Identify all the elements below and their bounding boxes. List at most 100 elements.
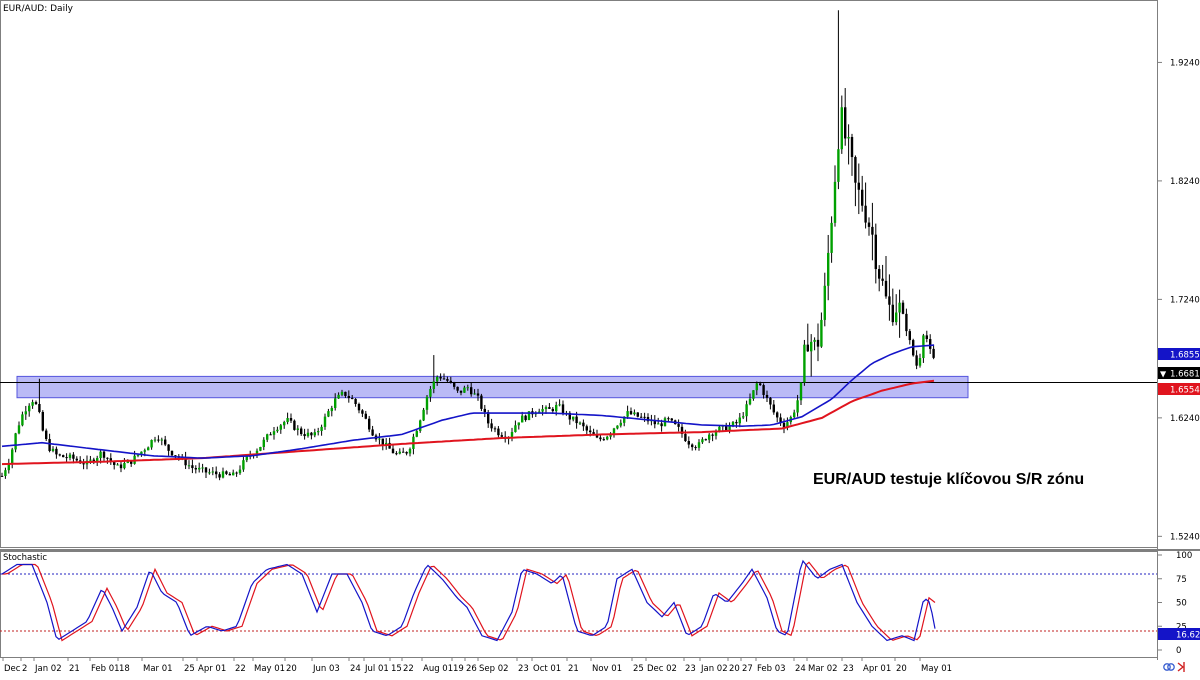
x-tick-label: Mar 02: [808, 664, 838, 674]
candle-body: [4, 470, 7, 476]
candle-body: [820, 319, 823, 347]
candle-body: [782, 422, 786, 428]
candle-body: [687, 441, 690, 445]
candle-body: [612, 428, 616, 434]
scroll-right-icon[interactable]: [1177, 662, 1185, 672]
x-tick-label: Feb 01: [91, 664, 120, 674]
candle-body: [136, 454, 140, 456]
candle-body: [167, 444, 170, 451]
candle-body: [269, 434, 272, 436]
candle-body: [704, 439, 707, 441]
candle-body: [116, 464, 119, 466]
stochastic-current-text: 16.62: [1176, 631, 1200, 641]
candle-body: [680, 426, 684, 434]
candle-body: [731, 421, 735, 427]
candle-body: [643, 416, 646, 418]
candle-body: [310, 432, 313, 436]
candle-body: [755, 383, 758, 391]
candle-body: [402, 451, 405, 453]
candle-body: [582, 422, 585, 427]
x-tick-label: Oct 01: [533, 664, 561, 674]
candle-body: [184, 456, 187, 466]
candle-body: [912, 340, 915, 356]
x-tick-label: 15: [391, 664, 402, 674]
candle-body: [459, 390, 463, 393]
candle-body: [772, 404, 775, 413]
candle-body: [636, 412, 639, 417]
candle-body: [728, 426, 731, 431]
candle-body: [58, 454, 61, 456]
candle-body: [113, 461, 116, 465]
x-tick-label: 22: [403, 664, 414, 674]
candle-body: [589, 430, 592, 433]
candle-body: [221, 471, 225, 478]
price-label-current: ▼ 1.66810: [1158, 367, 1200, 380]
candle-body: [691, 444, 694, 448]
candle-body: [259, 446, 262, 451]
candle-body: [500, 435, 503, 437]
x-tick-label: 26: [466, 664, 477, 674]
x-tick-label: 20: [729, 664, 740, 674]
candle-body: [718, 426, 721, 432]
x-tick-label: 18: [119, 664, 130, 674]
candle-body: [75, 458, 78, 461]
candle-body: [844, 107, 847, 139]
moving-average-blue-line[interactable]: [1, 344, 935, 459]
candle-body: [527, 411, 531, 421]
candle-body: [364, 413, 367, 419]
x-tick-label: 24: [350, 664, 361, 674]
candle-body: [119, 464, 123, 469]
candle-body: [606, 436, 609, 440]
candle-body: [286, 418, 289, 423]
link-icon[interactable]: [1163, 663, 1175, 671]
stochastic-main-line[interactable]: [1, 559, 936, 642]
y-tick-label: 1.52400: [1170, 532, 1200, 542]
x-tick-label: Jan 02: [700, 664, 728, 674]
candle-body: [738, 417, 741, 424]
y-tick-label: 1.72400: [1170, 295, 1200, 305]
candle-body: [779, 417, 782, 423]
candle-body: [490, 423, 493, 429]
candle-body: [187, 465, 191, 467]
candle-body: [449, 380, 452, 383]
candle-body: [446, 379, 449, 381]
stochastic-signal-line[interactable]: [2, 561, 936, 642]
candle-body: [24, 411, 27, 415]
candle-body: [102, 451, 106, 458]
candle-body: [14, 433, 17, 450]
candle-body: [874, 234, 877, 270]
x-tick-label: 19: [453, 664, 464, 674]
candle-body: [48, 439, 51, 451]
candle-body: [89, 459, 92, 461]
candle-body: [371, 429, 374, 436]
candle-body: [300, 428, 303, 435]
candle-body: [623, 416, 626, 423]
candle-body: [198, 467, 201, 470]
candle-body: [667, 418, 670, 420]
candle-body: [405, 452, 408, 454]
candle-body: [861, 189, 864, 206]
price-axis: 1.92400 1.82400 1.72400 1.62400 1.52400: [1157, 58, 1200, 542]
x-tick-label: 25: [184, 664, 195, 674]
candle-body: [578, 422, 582, 424]
moving-average-red-line[interactable]: [1, 379, 935, 466]
candle-body: [55, 448, 58, 455]
candle-body: [776, 412, 779, 418]
candle-body: [616, 425, 619, 429]
candle-body: [823, 285, 826, 320]
candle-body: [262, 439, 265, 447]
x-tick-label: 23: [518, 664, 529, 674]
candle-body: [888, 296, 891, 305]
candle-body: [470, 387, 473, 395]
candle-body: [551, 408, 554, 412]
candle-body: [317, 431, 320, 433]
support-resistance-zone[interactable]: [16, 375, 969, 399]
candle-body: [327, 411, 330, 417]
candle-body: [351, 398, 354, 400]
x-tick-label: Feb 03: [757, 664, 786, 674]
stochastic-tick-label: 75: [1176, 575, 1187, 585]
candle-body: [303, 434, 306, 437]
x-tick-label: 20: [896, 664, 907, 674]
candle-body: [521, 415, 524, 423]
